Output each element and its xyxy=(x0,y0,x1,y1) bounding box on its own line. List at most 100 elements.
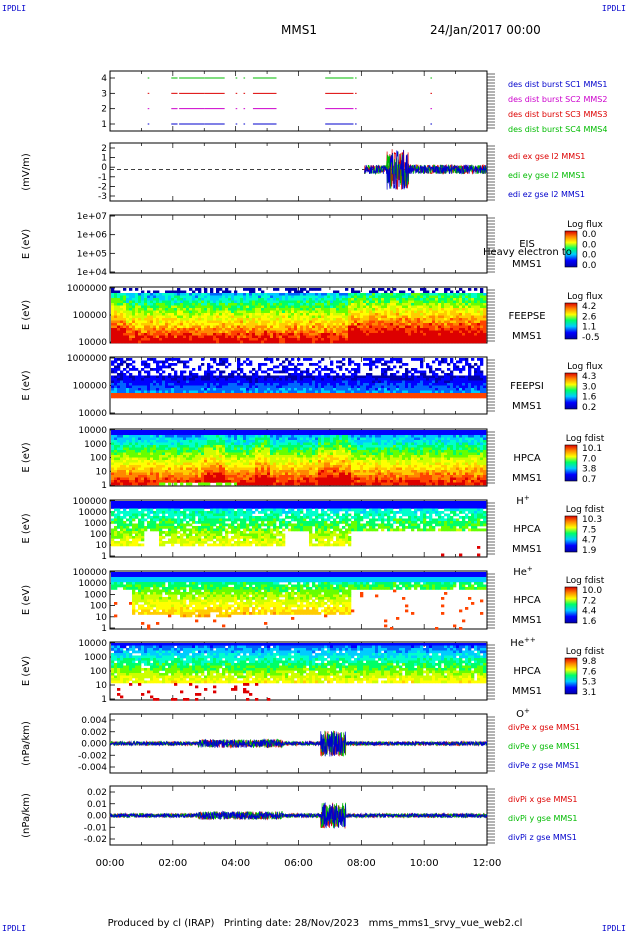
instrument-label-feepsi: FEEPSI xyxy=(510,381,544,392)
colorbar-label-hpca_hepp: 10.0 xyxy=(582,586,602,596)
series-line-divpi-2 xyxy=(109,802,488,829)
corner-tag-top-left: IPDLI xyxy=(2,4,27,13)
species-label-hpca_hepp: He++ xyxy=(510,636,536,649)
colorbar-title-hpca_he: Log fdist xyxy=(566,505,605,515)
ylabel-feepsi: E (eV) xyxy=(21,370,32,400)
colorbar-label-eis: 0.0 xyxy=(582,251,597,261)
legend-divpi: divPi z gse MMS1 xyxy=(508,833,577,842)
ytick-label-burst: 2 xyxy=(101,105,107,115)
ytick-label-divpe: 0.004 xyxy=(81,716,107,726)
corner-tag-bottom-right: IPDLI xyxy=(601,924,626,933)
ytick-label-divpi: 0.00 xyxy=(87,812,107,822)
ylabel-hpca_he: E (eV) xyxy=(21,513,32,543)
spacecraft-label-feepsi: MMS1 xyxy=(512,401,542,412)
ylabel-feepse: E (eV) xyxy=(21,300,32,330)
instrument-label-hpca_o: HPCA xyxy=(513,666,541,677)
ytick-label-eis: 1e+05 xyxy=(77,249,107,259)
ytick-label-edi: 1 xyxy=(101,154,107,164)
corner-tag-top-right: IPDLI xyxy=(601,4,626,13)
colorbar-feepse xyxy=(564,302,578,340)
ytick-label-edi: -1 xyxy=(98,173,107,183)
instrument-label-hpca_h: HPCA xyxy=(513,453,541,464)
spacecraft-label-hpca_he: MMS1 xyxy=(512,544,542,555)
ylabel-edi: (mV/m) xyxy=(21,153,32,191)
colorbar-label-eis: 0.0 xyxy=(582,230,597,240)
spectrogram-feepse xyxy=(111,288,487,344)
ytick-label-divpe: -0.004 xyxy=(78,763,107,773)
ytick-label-divpe: -0.002 xyxy=(78,751,107,761)
ytick-label-feepsi: 100000 xyxy=(73,382,108,392)
ytick-label-divpe: 0.000 xyxy=(81,740,107,750)
ytick-label-feepsi: 10000 xyxy=(78,409,107,419)
ytick-label-hpca_o: 1000 xyxy=(84,653,107,663)
ytick-label-eis: 1e+04 xyxy=(77,268,108,278)
legend-divpe: divPe x gse MMS1 xyxy=(508,723,580,732)
date-title: 24/Jan/2017 00:00 xyxy=(430,23,541,37)
colorbar-label-feepsi: 0.2 xyxy=(582,403,596,413)
footer-credit: Produced by cl (IRAP) Printing date: 28/… xyxy=(107,918,523,929)
colorbar-label-hpca_h: 3.8 xyxy=(582,465,597,475)
species-charge-hpca_o: + xyxy=(524,707,530,715)
colorbar-title-feepse: Log flux xyxy=(567,292,603,302)
corner-tag-bottom-left: IPDLI xyxy=(2,924,27,933)
xtick-label: 00:00 xyxy=(96,858,125,869)
ytick-label-feepse: 10000 xyxy=(78,338,107,348)
legend-divpe: divPe y gse MMS1 xyxy=(508,742,580,751)
instrument-label-eis: EIS xyxy=(519,239,535,250)
colorbar-label-eis: 0.0 xyxy=(582,261,597,271)
ytick-label-hpca_h: 10000 xyxy=(78,426,107,436)
colorbar-label-feepsi: 3.0 xyxy=(582,382,597,392)
ytick-label-hpca_he: 10000 xyxy=(78,508,107,518)
ylabel-divpe: (nPa/km) xyxy=(21,721,32,766)
colorbar-label-eis: 0.0 xyxy=(582,240,597,250)
ytick-label-hpca_he: 1000 xyxy=(84,519,107,529)
colorbar-label-hpca_hepp: 7.2 xyxy=(582,596,596,606)
spacecraft-label-hpca_o: MMS1 xyxy=(512,686,542,697)
ytick-label-feepsi: 1000000 xyxy=(67,354,107,364)
series-line-edi-2 xyxy=(364,149,488,190)
instrument-label-feepse: FEEPSE xyxy=(508,311,545,322)
ytick-label-hpca_hepp: 100 xyxy=(90,602,107,612)
ytick-label-eis: 1e+06 xyxy=(77,231,108,241)
colorbar-label-hpca_o: 3.1 xyxy=(582,688,596,698)
colorbar-label-hpca_h: 10.1 xyxy=(582,444,602,454)
legend-burst: des dist burst SC3 MMS3 xyxy=(508,110,607,119)
ytick-label-hpca_o: 10000 xyxy=(78,639,107,649)
xtick-label: 08:00 xyxy=(347,858,376,869)
colorbar-title-eis: Log flux xyxy=(567,220,603,230)
spacecraft-label-eis: MMS1 xyxy=(512,259,542,270)
legend-divpi: divPi y gse MMS1 xyxy=(508,814,577,823)
colorbar-label-hpca_he: 10.3 xyxy=(582,515,602,525)
ytick-label-burst: 4 xyxy=(101,74,107,84)
panel-frame-burst xyxy=(109,70,488,132)
legend-divpe: divPe z gse MMS1 xyxy=(508,761,579,770)
legend-edi: edi ey gse l2 MMS1 xyxy=(508,171,586,180)
ytick-label-hpca_hepp: 1000 xyxy=(84,590,107,600)
ytick-label-feepse: 100000 xyxy=(73,311,108,321)
spectrogram-hpca_h xyxy=(111,430,487,486)
species-label-hpca_h: H+ xyxy=(516,494,530,507)
legend-edi: edi ex gse l2 MMS1 xyxy=(508,152,585,161)
colorbar-label-hpca_o: 9.8 xyxy=(582,657,597,667)
spectrogram-feepsi xyxy=(111,358,487,399)
ytick-label-divpi: -0.02 xyxy=(84,835,107,845)
ytick-label-divpi: 0.02 xyxy=(87,788,107,798)
xtick-label: 02:00 xyxy=(158,858,187,869)
ytick-label-edi: 2 xyxy=(101,144,107,154)
colorbar-label-hpca_he: 1.9 xyxy=(582,546,597,556)
colorbar-label-hpca_o: 7.6 xyxy=(582,667,597,677)
ytick-label-hpca_hepp: 10000 xyxy=(78,579,107,589)
colorbar-hpca_hepp xyxy=(564,586,578,624)
colorbar-label-hpca_he: 7.5 xyxy=(582,525,596,535)
legend-burst: des dist burst SC1 MMS1 xyxy=(508,80,607,89)
ytick-label-hpca_hepp: 1 xyxy=(101,624,107,634)
ylabel-divpi: (nPa/km) xyxy=(21,793,32,838)
ytick-label-hpca_o: 1 xyxy=(101,695,107,705)
ytick-label-hpca_o: 10 xyxy=(96,681,108,691)
species-label-hpca_o: O+ xyxy=(516,707,530,720)
colorbar-label-hpca_h: 0.7 xyxy=(582,475,596,485)
ylabel-hpca_h: E (eV) xyxy=(21,442,32,472)
series-line-divpe-2 xyxy=(109,731,488,757)
